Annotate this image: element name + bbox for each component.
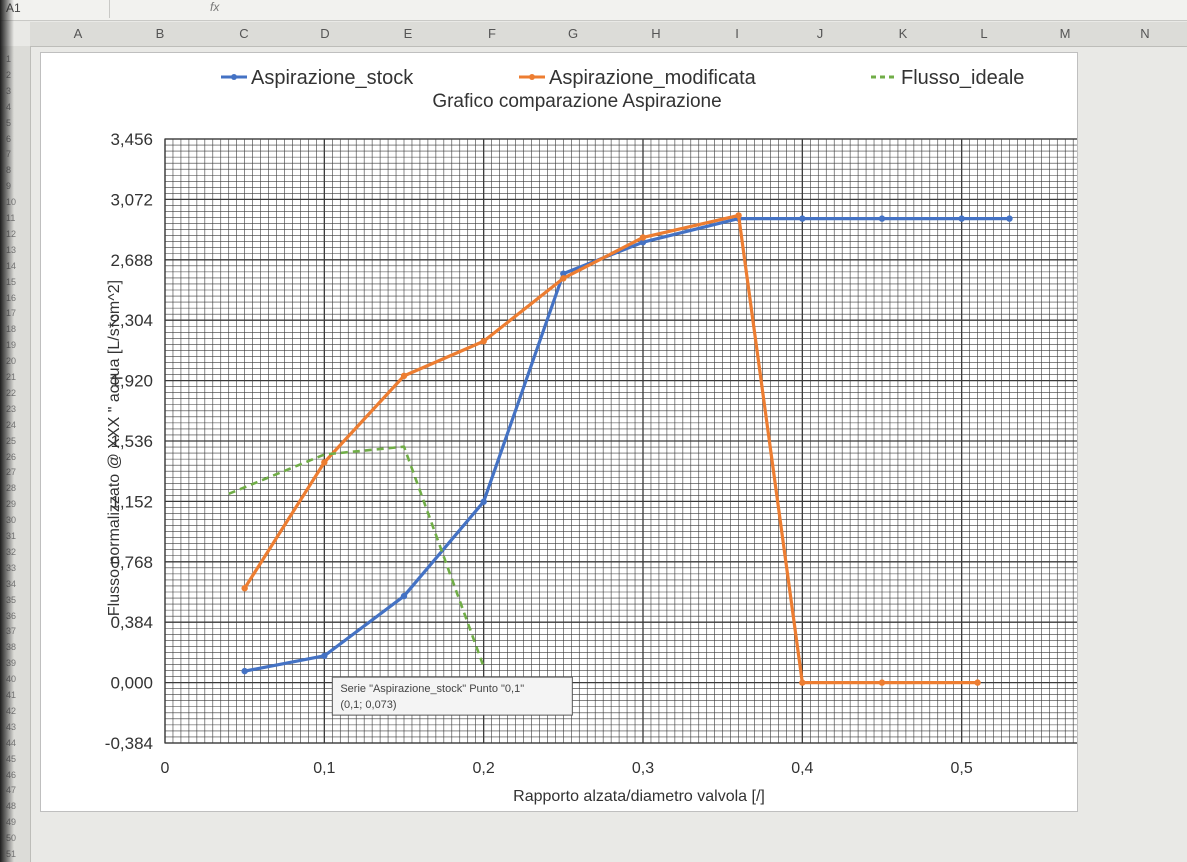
column-header[interactable]: D (320, 26, 330, 41)
column-header[interactable]: A (73, 26, 83, 41)
data-point[interactable] (480, 338, 487, 345)
data-point[interactable] (400, 592, 408, 600)
column-header[interactable]: H (651, 26, 661, 41)
column-header[interactable]: J (816, 26, 824, 41)
column-header[interactable]: L (980, 26, 988, 41)
series-line[interactable] (228, 445, 485, 668)
column-header[interactable]: F (488, 26, 496, 41)
y-tick-label: 3,456 (110, 130, 153, 149)
data-point[interactable] (560, 270, 567, 277)
chart-title[interactable]: Grafico comparazione Aspirazione (432, 91, 721, 112)
data-point[interactable] (974, 679, 981, 686)
tooltip-box (331, 676, 573, 716)
column-header[interactable]: E (403, 26, 413, 41)
legend-label[interactable]: Flusso_ideale (901, 67, 1024, 89)
legend-label[interactable]: Aspirazione_stock (251, 67, 414, 89)
y-tick-label: 1,920 (110, 372, 153, 391)
data-point[interactable] (878, 215, 886, 222)
y-tick-label: 2,688 (110, 251, 153, 270)
data-point[interactable] (241, 585, 248, 592)
series-line[interactable] (243, 213, 978, 685)
column-header[interactable]: I (735, 26, 739, 41)
chart-svg[interactable]: Aspirazione_stock Aspirazione_modificata F… (41, 53, 1133, 811)
screen-edge-shadow (0, 0, 14, 862)
tooltip-title: Serie "Aspirazione_stock" Punto "0,1" (340, 683, 524, 695)
x-tick-label: 0,4 (791, 760, 813, 777)
y-tick-label: -0,384 (105, 734, 153, 753)
data-tooltip: Serie "Aspirazione_stock" Punto "0,1" (0,… (331, 676, 573, 716)
formula-bar[interactable]: A1 fx (0, 0, 1187, 21)
y-tick-label: 3,072 (110, 190, 153, 209)
y-axis-ticks: -0,384 0,000 0,384 0,768 1,152 1,536 1,920 2,30… (105, 130, 153, 753)
x-tick-label: 0,3 (632, 760, 654, 777)
x-tick-label: 0 (161, 760, 170, 777)
y-tick-label: 1,152 (110, 492, 153, 511)
y-tick-label: 0,384 (110, 613, 153, 632)
data-point[interactable] (639, 238, 647, 246)
column-header[interactable]: G (567, 26, 579, 41)
plot-grid (164, 138, 1122, 744)
data-point[interactable] (321, 652, 328, 660)
data-point[interactable] (958, 215, 965, 222)
column-headers: A B C D E F G H I J K L M N (30, 22, 1187, 47)
x-tick-label: 0,5 (951, 760, 973, 777)
legend-marker (231, 74, 237, 80)
column-header[interactable]: B (155, 26, 165, 41)
legend[interactable]: Aspirazione_stock Aspirazione_modificata F… (221, 67, 1024, 89)
legend-marker (529, 74, 535, 80)
data-point[interactable] (241, 667, 248, 675)
data-point[interactable] (1006, 215, 1013, 222)
x-axis-ticks: 00,10,20,30,40,50,6 (161, 760, 1133, 777)
series-layer[interactable] (228, 212, 1013, 686)
y-tick-label: 0,000 (110, 674, 153, 693)
data-point[interactable] (400, 372, 408, 380)
data-point[interactable] (878, 679, 886, 686)
data-point[interactable] (639, 234, 647, 241)
data-point[interactable] (735, 212, 742, 219)
y-tick-label: 2,304 (110, 311, 153, 330)
x-tick-label: 0,2 (473, 760, 495, 777)
tooltip-value: (0,1; 0,073) (340, 699, 396, 711)
data-point[interactable] (321, 459, 328, 466)
column-header[interactable]: K (898, 26, 908, 41)
name-box[interactable]: A1 (0, 0, 110, 18)
y-tick-label: 1,536 (110, 432, 153, 451)
data-point[interactable] (799, 679, 806, 686)
x-axis-label[interactable]: Rapporto alzata/diametro valvola [/] (513, 788, 765, 805)
legend-label[interactable]: Aspirazione_modificata (549, 67, 757, 89)
data-point[interactable] (560, 275, 567, 282)
column-header[interactable]: C (239, 26, 249, 41)
y-tick-label: 0,768 (110, 553, 153, 572)
data-point[interactable] (799, 215, 806, 222)
data-point[interactable] (480, 498, 487, 505)
y-axis-label[interactable]: Flusso normalizzato @ XXX " acqua [L/s*c… (106, 280, 123, 616)
column-header[interactable]: N (1140, 26, 1150, 41)
column-header[interactable]: M (1059, 26, 1071, 41)
chart-area[interactable]: Aspirazione_stock Aspirazione_modificata F… (40, 52, 1133, 812)
x-tick-label: 0,1 (313, 760, 335, 777)
fx-icon: fx (210, 0, 220, 14)
